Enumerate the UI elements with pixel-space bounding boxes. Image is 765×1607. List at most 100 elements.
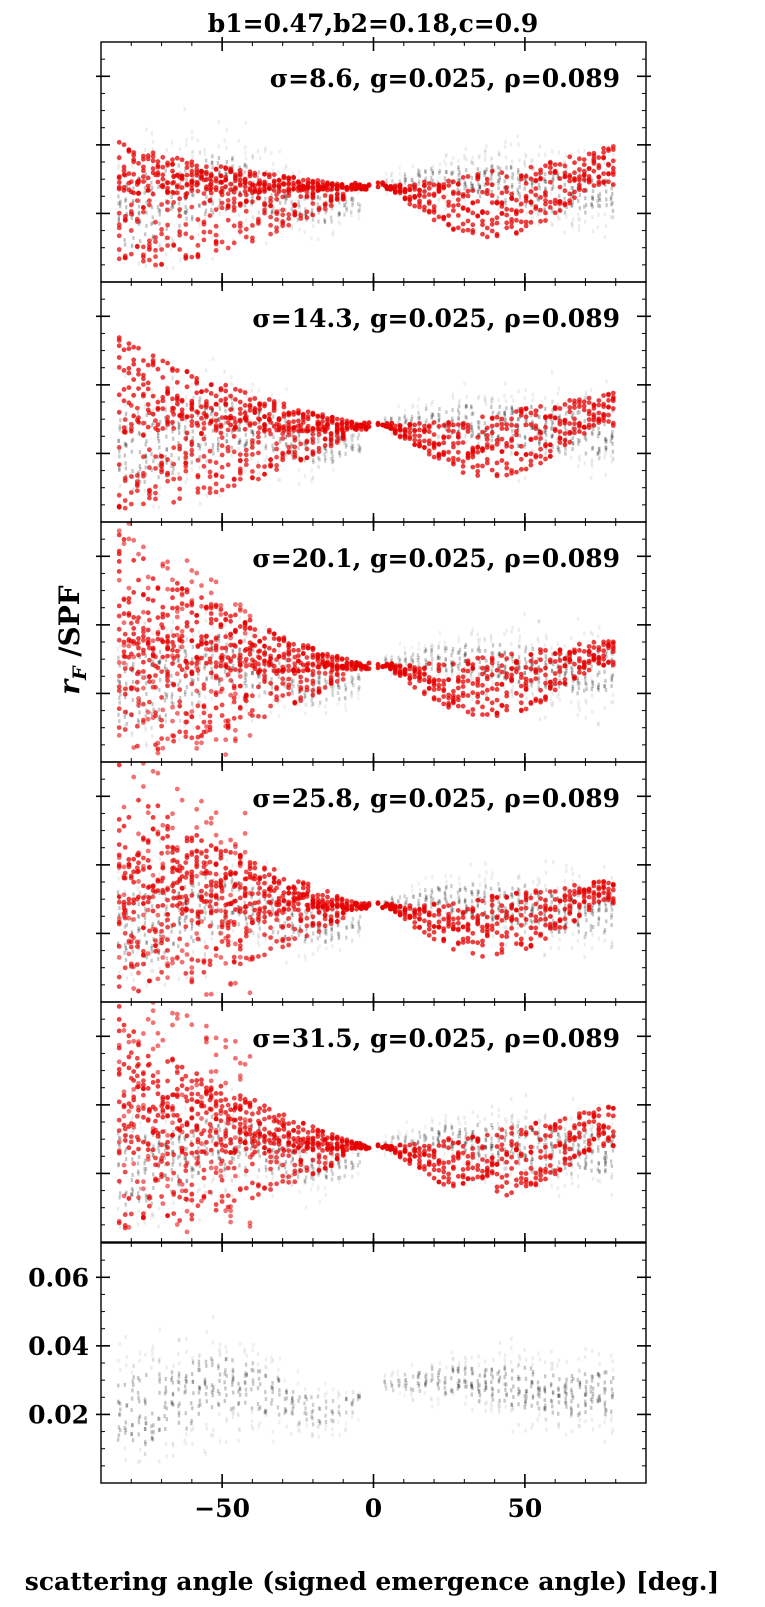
model-point xyxy=(231,699,237,705)
observed-point xyxy=(531,662,534,667)
observed-point xyxy=(551,370,554,375)
observed-point xyxy=(504,417,507,422)
model-point xyxy=(213,660,219,665)
observed-point xyxy=(471,648,474,653)
model-point xyxy=(310,647,316,653)
observed-point xyxy=(391,171,394,175)
observed-point xyxy=(470,175,473,180)
observed-point xyxy=(217,180,220,185)
observed-point xyxy=(411,164,414,169)
model-point xyxy=(141,376,146,382)
model-point xyxy=(141,501,146,507)
observed-point xyxy=(125,205,128,210)
observed-point xyxy=(556,642,560,647)
observed-point xyxy=(565,205,568,210)
observed-point xyxy=(436,672,439,677)
observed-point xyxy=(450,181,453,186)
model-point xyxy=(171,179,177,185)
observed-point xyxy=(297,199,300,204)
observed-point xyxy=(544,418,548,423)
observed-point xyxy=(211,408,214,413)
model-point xyxy=(237,172,243,178)
observed-point xyxy=(218,418,221,423)
observed-point xyxy=(464,414,467,419)
model-point xyxy=(591,159,597,164)
observed-point xyxy=(437,435,440,440)
model-point xyxy=(155,164,161,170)
model-point xyxy=(247,173,253,179)
observed-point xyxy=(332,230,335,235)
observed-point xyxy=(518,191,521,196)
observed-point xyxy=(257,411,260,416)
model-point xyxy=(147,679,152,685)
model-point xyxy=(233,172,238,178)
model-point xyxy=(213,673,219,679)
observed-point xyxy=(263,148,267,153)
model-point xyxy=(126,599,132,605)
observed-point xyxy=(537,152,540,157)
observed-point xyxy=(358,446,362,451)
observed-point xyxy=(478,649,482,654)
observed-point xyxy=(478,186,481,191)
observed-point xyxy=(157,243,161,248)
observed-point xyxy=(443,640,447,645)
model-point xyxy=(131,590,137,595)
observed-point xyxy=(230,374,233,379)
observed-point xyxy=(191,435,194,440)
observed-point xyxy=(251,197,254,202)
observed-point xyxy=(297,701,300,706)
observed-point xyxy=(156,433,160,438)
model-point xyxy=(242,623,248,628)
observed-point xyxy=(124,412,128,417)
model-point xyxy=(237,177,243,183)
model-point xyxy=(237,418,243,424)
observed-point xyxy=(350,694,353,699)
observed-point xyxy=(204,158,208,163)
model-point xyxy=(475,445,481,450)
observed-point xyxy=(190,467,194,472)
observed-point xyxy=(158,445,161,450)
observed-point xyxy=(583,435,587,440)
observed-point xyxy=(511,625,514,630)
model-point xyxy=(397,423,403,428)
model-point xyxy=(116,343,122,349)
model-point xyxy=(237,168,243,173)
observed-point xyxy=(290,688,294,693)
observed-point xyxy=(597,457,600,462)
observed-point xyxy=(123,441,127,446)
model-point xyxy=(271,183,277,189)
model-point xyxy=(126,596,132,601)
observed-point xyxy=(184,395,188,400)
observed-point xyxy=(210,696,213,701)
observed-point xyxy=(596,198,599,203)
observed-point xyxy=(151,220,155,225)
observed-point xyxy=(170,453,173,458)
observed-point xyxy=(171,692,174,697)
observed-point xyxy=(245,421,249,426)
observed-point xyxy=(270,210,273,215)
observed-point xyxy=(497,434,500,439)
model-point xyxy=(509,468,514,473)
model-point xyxy=(286,449,292,455)
model-point xyxy=(177,699,183,705)
observed-point xyxy=(458,170,461,175)
observed-point xyxy=(470,405,473,410)
observed-point xyxy=(605,445,608,450)
model-point xyxy=(276,188,282,194)
observed-point xyxy=(465,440,468,445)
model-point xyxy=(219,185,225,191)
model-point xyxy=(122,505,128,511)
model-point xyxy=(189,413,195,419)
model-point xyxy=(134,179,140,185)
model-point xyxy=(155,585,161,590)
observed-point xyxy=(397,420,400,425)
observed-point xyxy=(265,455,268,460)
observed-point xyxy=(138,210,141,215)
model-point xyxy=(136,191,141,196)
model-point xyxy=(134,488,140,494)
model-point xyxy=(325,651,330,657)
observed-point xyxy=(284,200,287,205)
observed-point xyxy=(338,191,341,195)
observed-point xyxy=(403,413,407,418)
observed-point xyxy=(438,196,441,201)
